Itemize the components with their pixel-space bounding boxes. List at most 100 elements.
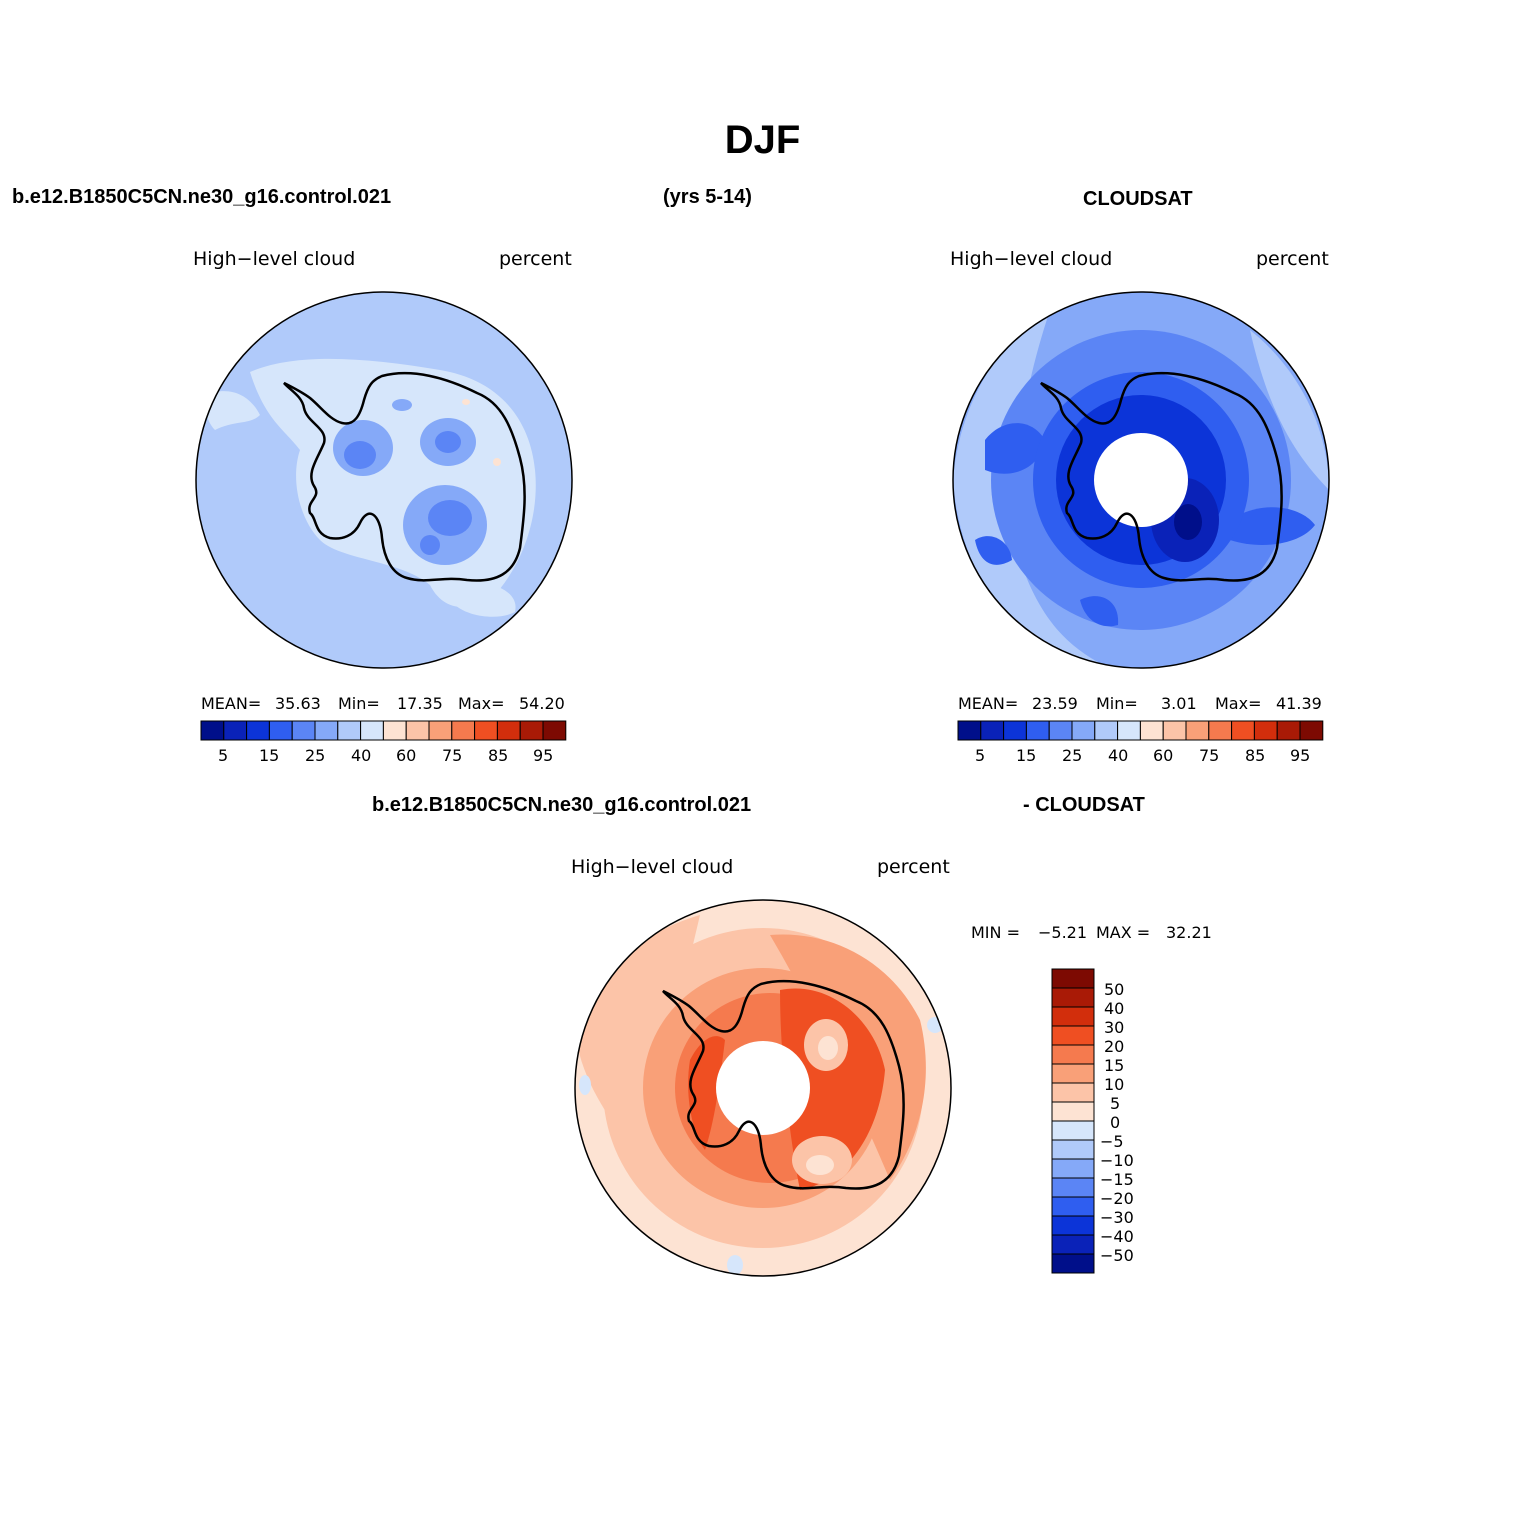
colorbar-swatch (314, 720, 339, 741)
colorbar-swatch (1051, 1139, 1095, 1160)
obs-mean-value: 23.59 (1032, 694, 1078, 713)
diff-cbar-tick: −10 (1100, 1151, 1134, 1170)
colorbar-swatch (1051, 1006, 1095, 1027)
colorbar-swatch (1276, 720, 1301, 741)
diff-cbar-tick: −20 (1100, 1189, 1134, 1208)
model-cbar-tick: 15 (259, 746, 280, 765)
diff-cbar-tick: −50 (1100, 1246, 1134, 1265)
colorbar-swatch (519, 720, 544, 741)
model-max-value: 54.20 (519, 694, 565, 713)
diff-cbar-tick: 5 (1110, 1094, 1121, 1113)
colorbar-swatch (382, 720, 407, 741)
model-variable-label: High−level cloud (193, 248, 356, 270)
obs-cbar-tick: 15 (1016, 746, 1037, 765)
diff-cbar-tick: −40 (1100, 1227, 1134, 1246)
colorbar-swatch (291, 720, 316, 741)
model-min-label: Min= (338, 694, 380, 713)
colorbar-swatch (1185, 720, 1210, 741)
colorbar-swatch (1299, 720, 1324, 741)
model-cbar-tick: 25 (305, 746, 326, 765)
obs-min-value: 3.01 (1161, 694, 1197, 713)
diff-cbar-tick: 10 (1104, 1075, 1125, 1094)
obs-max-value: 41.39 (1276, 694, 1322, 713)
colorbar-swatch (1051, 1063, 1095, 1084)
colorbar-swatch (1051, 1120, 1095, 1141)
colorbar-swatch (1231, 720, 1255, 741)
obs-cbar-tick: 25 (1062, 746, 1083, 765)
model-units-label: percent (499, 248, 572, 270)
colorbar-swatch (200, 720, 225, 741)
colorbar-swatch (1051, 1196, 1095, 1217)
colorbar-swatch (980, 720, 1005, 741)
colorbar-swatch (542, 720, 567, 741)
colorbar-swatch (246, 720, 270, 741)
colorbar-swatch (1253, 720, 1278, 741)
colorbar-swatch (1051, 987, 1095, 1008)
diff-cbar-tick: 50 (1104, 980, 1125, 999)
model-cbar-tick: 95 (533, 746, 554, 765)
obs-variable-label: High−level cloud (950, 248, 1113, 270)
obs-map (952, 291, 1330, 669)
obs-mean-label: MEAN= (958, 694, 1019, 713)
diff-cbar-tick: 0 (1110, 1113, 1121, 1132)
model-colorbar (200, 720, 567, 741)
model-cbar-tick: 40 (351, 746, 372, 765)
diff-min-label: MIN = (971, 923, 1020, 942)
diff-map (574, 899, 952, 1277)
colorbar-swatch (1208, 720, 1233, 741)
model-mean-value: 35.63 (275, 694, 321, 713)
diff-cbar-tick: −5 (1100, 1132, 1124, 1151)
colorbar-swatch (337, 720, 362, 741)
obs-cbar-tick: 85 (1245, 746, 1266, 765)
model-map (195, 291, 573, 669)
obs-min-label: Min= (1096, 694, 1138, 713)
obs-colorbar (957, 720, 1324, 741)
colorbar-swatch (1139, 720, 1164, 741)
colorbar-swatch (1051, 1215, 1095, 1236)
diff-cbar-tick: 40 (1104, 999, 1125, 1018)
model-cbar-tick: 85 (488, 746, 509, 765)
colorbar-swatch (1051, 1253, 1095, 1274)
diff-min-value: −5.21 (1038, 923, 1088, 942)
diff-cbar-tick: −30 (1100, 1208, 1134, 1227)
colorbar-swatch (1094, 720, 1119, 741)
obs-max-label: Max= (1215, 694, 1262, 713)
model-cbar-tick: 60 (396, 746, 417, 765)
colorbar-swatch (1051, 1234, 1095, 1255)
diff-max-label: MAX = (1096, 923, 1151, 942)
model-mean-label: MEAN= (201, 694, 262, 713)
model-min-value: 17.35 (397, 694, 443, 713)
obs-units-label: percent (1256, 248, 1329, 270)
obs-cbar-tick: 40 (1108, 746, 1129, 765)
colorbar-swatch (1051, 968, 1095, 989)
colorbar-swatch (268, 720, 293, 741)
diff-cbar-tick: −15 (1100, 1170, 1134, 1189)
diff-obs-header: - CLOUDSAT (1023, 794, 1145, 816)
colorbar-swatch (1051, 1101, 1095, 1122)
diff-case-header: b.e12.B1850C5CN.ne30_g16.control.021 (372, 794, 752, 816)
case-name-header: b.e12.B1850C5CN.ne30_g16.control.021 (12, 186, 392, 208)
colorbar-swatch (474, 720, 498, 741)
diff-cbar-tick: 30 (1104, 1018, 1125, 1037)
colorbar-swatch (360, 720, 384, 741)
colorbar-swatch (1051, 1177, 1095, 1198)
obs-cbar-tick: 60 (1153, 746, 1174, 765)
diff-units-label: percent (877, 856, 950, 878)
colorbar-swatch (451, 720, 476, 741)
diff-colorbar (1051, 968, 1095, 1274)
years-header: (yrs 5-14) (663, 186, 752, 208)
diff-max-value: 32.21 (1166, 923, 1212, 942)
colorbar-swatch (405, 720, 430, 741)
colorbar-swatch (223, 720, 248, 741)
obs-cbar-tick: 5 (975, 746, 986, 765)
colorbar-swatch (1003, 720, 1027, 741)
obs-cbar-tick: 75 (1199, 746, 1220, 765)
colorbar-swatch (1048, 720, 1073, 741)
colorbar-swatch (1051, 1082, 1095, 1103)
colorbar-swatch (1162, 720, 1187, 741)
colorbar-swatch (1051, 1158, 1095, 1179)
obs-name-header: CLOUDSAT (1083, 188, 1193, 210)
obs-cbar-tick: 95 (1290, 746, 1311, 765)
model-cbar-tick: 5 (218, 746, 229, 765)
